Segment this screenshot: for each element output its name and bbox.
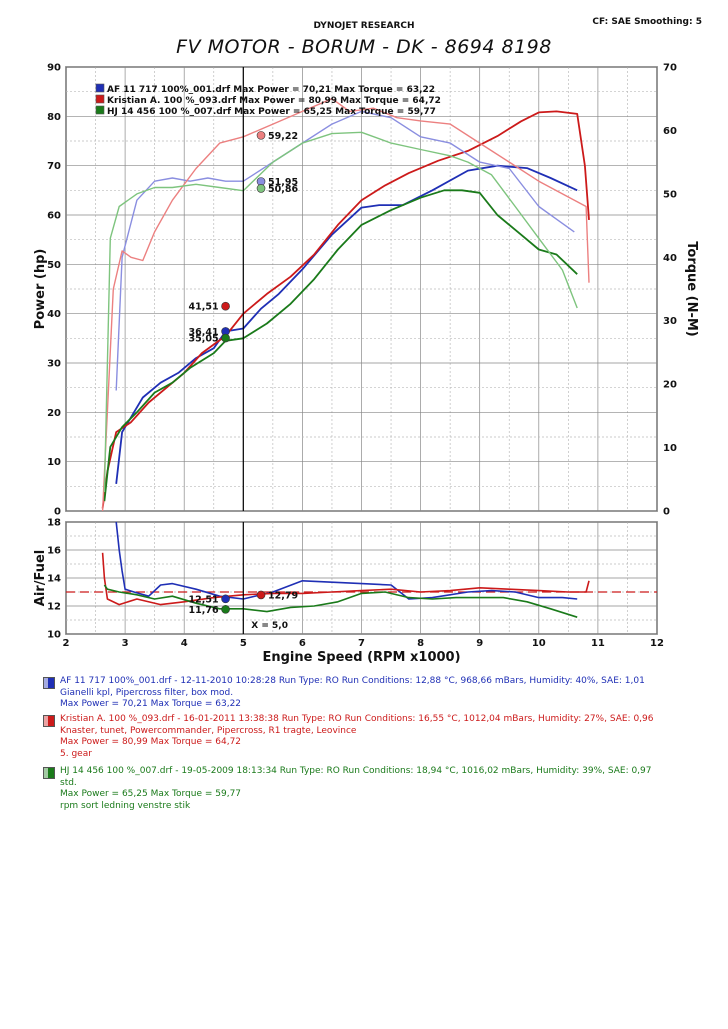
legend-entry: AF 11 717 100%_001.drf Max Power = 70,21… — [107, 85, 435, 95]
y2-tick-label: 70 — [663, 63, 677, 74]
y2-tick-label: 60 — [663, 126, 677, 137]
legend-entry: HJ 14 456 100 %_007.drf Max Power = 65,2… — [107, 107, 436, 117]
x-tick-label: 3 — [122, 638, 129, 649]
y2-tick-label: 30 — [663, 316, 677, 327]
run-1-line-1: AF 11 717 100%_001.drf - 12-11-2010 10:2… — [60, 676, 645, 686]
chart-title: FV MOTOR - BORUM - DK - 8694 8198 — [176, 36, 552, 58]
y-tick-label: 60 — [47, 211, 61, 222]
af-series-line — [103, 584, 578, 618]
marker-label: 50,86 — [268, 184, 298, 195]
marker-dot — [256, 184, 266, 193]
marker-label: 12,51 — [189, 594, 219, 605]
y-tick-label: 10 — [47, 457, 61, 468]
x-tick-label: 5 — [240, 638, 247, 649]
power-series-line — [101, 110, 590, 509]
run-3-line-1: HJ 14 456 100 %_007.drf - 19-05-2009 18:… — [60, 766, 652, 776]
y-tick-label: 0 — [54, 507, 61, 518]
run-1-line-3: Max Power = 70,21 Max Torque = 63,22 — [60, 699, 242, 709]
af-tick-label: 18 — [47, 518, 61, 529]
x-tick-label: 2 — [63, 638, 70, 649]
x-tick-label: 6 — [299, 638, 306, 649]
power-series-line — [115, 164, 578, 485]
run-1-line-2: Gianelli kpl, Pipercross filter, box mod… — [60, 687, 234, 698]
x-tick-label: 11 — [591, 638, 605, 649]
x-tick-label: 10 — [532, 638, 546, 649]
settings-label: CF: SAE Smoothing: 5 — [592, 17, 702, 27]
y2-tick-label: 10 — [663, 443, 677, 454]
marker-dot — [256, 131, 266, 140]
run-2-line-1: Kristian A. 100 %_093.drf - 16-01-2011 1… — [60, 714, 654, 724]
legend-entry: Kristian A. 100 %_093.drf Max Power = 80… — [107, 96, 441, 106]
y2-tick-label: 20 — [663, 380, 677, 391]
run-2-line-3: Max Power = 80,99 Max Torque = 64,72 — [60, 737, 242, 747]
y-tick-label: 70 — [47, 161, 61, 172]
run-swatch-icon — [43, 715, 55, 727]
run-3-line-2: std. — [60, 777, 77, 788]
af-tick-label: 10 — [47, 630, 61, 641]
x-tick-label: 8 — [417, 638, 424, 649]
y-tick-label: 80 — [47, 112, 61, 123]
run-swatch-icon — [43, 677, 55, 689]
marker-label: 36,41 — [189, 327, 219, 338]
run-info-2: Kristian A. 100 %_093.drf - 16-01-2011 1… — [43, 714, 654, 760]
legend-swatch — [95, 83, 105, 93]
af-tick-label: 14 — [47, 574, 61, 585]
run-2-line-2: Knaster, tunet, Powercommander, Pipercro… — [60, 725, 357, 736]
y-tick-label: 50 — [47, 260, 61, 271]
marker-dot — [221, 605, 230, 614]
y-axis-title: Power (hp) — [33, 249, 48, 330]
marker-dot — [221, 333, 230, 343]
y2-tick-label: 50 — [663, 189, 677, 200]
af-series-line — [101, 552, 590, 606]
brand-label: DYNOJET RESEARCH — [313, 21, 415, 31]
y-tick-label: 90 — [47, 63, 61, 74]
marker-label: 35,05 — [189, 334, 219, 345]
y2-tick-label: 40 — [663, 253, 677, 264]
cursor-readout: X = 5,0 — [251, 621, 288, 631]
y2-axis-title: Torque (N-M) — [684, 241, 699, 336]
marker-dot — [221, 594, 230, 604]
power-series-line — [103, 189, 578, 502]
marker-label: 12,79 — [268, 590, 298, 601]
af-axis-title: Air/Fuel — [33, 550, 48, 606]
run-3-line-4: rpm sort ledning venstre stik — [60, 800, 191, 811]
marker-label: 51,95 — [268, 177, 298, 188]
x-axis-title: Engine Speed (RPM x1000) — [262, 650, 460, 665]
run-2-line-4: 5. gear — [60, 748, 92, 759]
x-tick-label: 7 — [358, 638, 365, 649]
legend-swatch — [95, 94, 105, 104]
run-info-1: AF 11 717 100%_001.drf - 12-11-2010 10:2… — [43, 676, 645, 711]
x-tick-label: 4 — [181, 638, 188, 649]
y-tick-label: 30 — [47, 359, 61, 370]
x-tick-label: 12 — [650, 638, 664, 649]
torque-series-line — [103, 131, 578, 493]
af-tick-label: 12 — [47, 602, 61, 613]
marker-label: 59,22 — [268, 131, 298, 142]
run-info-3: HJ 14 456 100 %_007.drf - 19-05-2009 18:… — [43, 766, 652, 812]
y-tick-label: 40 — [47, 309, 61, 320]
marker-label: 11,76 — [189, 605, 219, 616]
run-swatch-icon — [43, 767, 55, 779]
torque-series-line — [101, 98, 590, 512]
y-tick-label: 20 — [47, 408, 61, 419]
af-tick-label: 16 — [47, 546, 61, 557]
af-series-line — [115, 521, 578, 600]
marker-label: 41,51 — [189, 302, 219, 313]
run-3-line-3: Max Power = 65,25 Max Torque = 59,77 — [60, 789, 242, 799]
y2-tick-label: 0 — [663, 507, 670, 518]
x-tick-label: 9 — [476, 638, 483, 649]
marker-dot — [256, 590, 266, 600]
legend-swatch — [95, 105, 105, 115]
marker-dot — [221, 301, 230, 311]
